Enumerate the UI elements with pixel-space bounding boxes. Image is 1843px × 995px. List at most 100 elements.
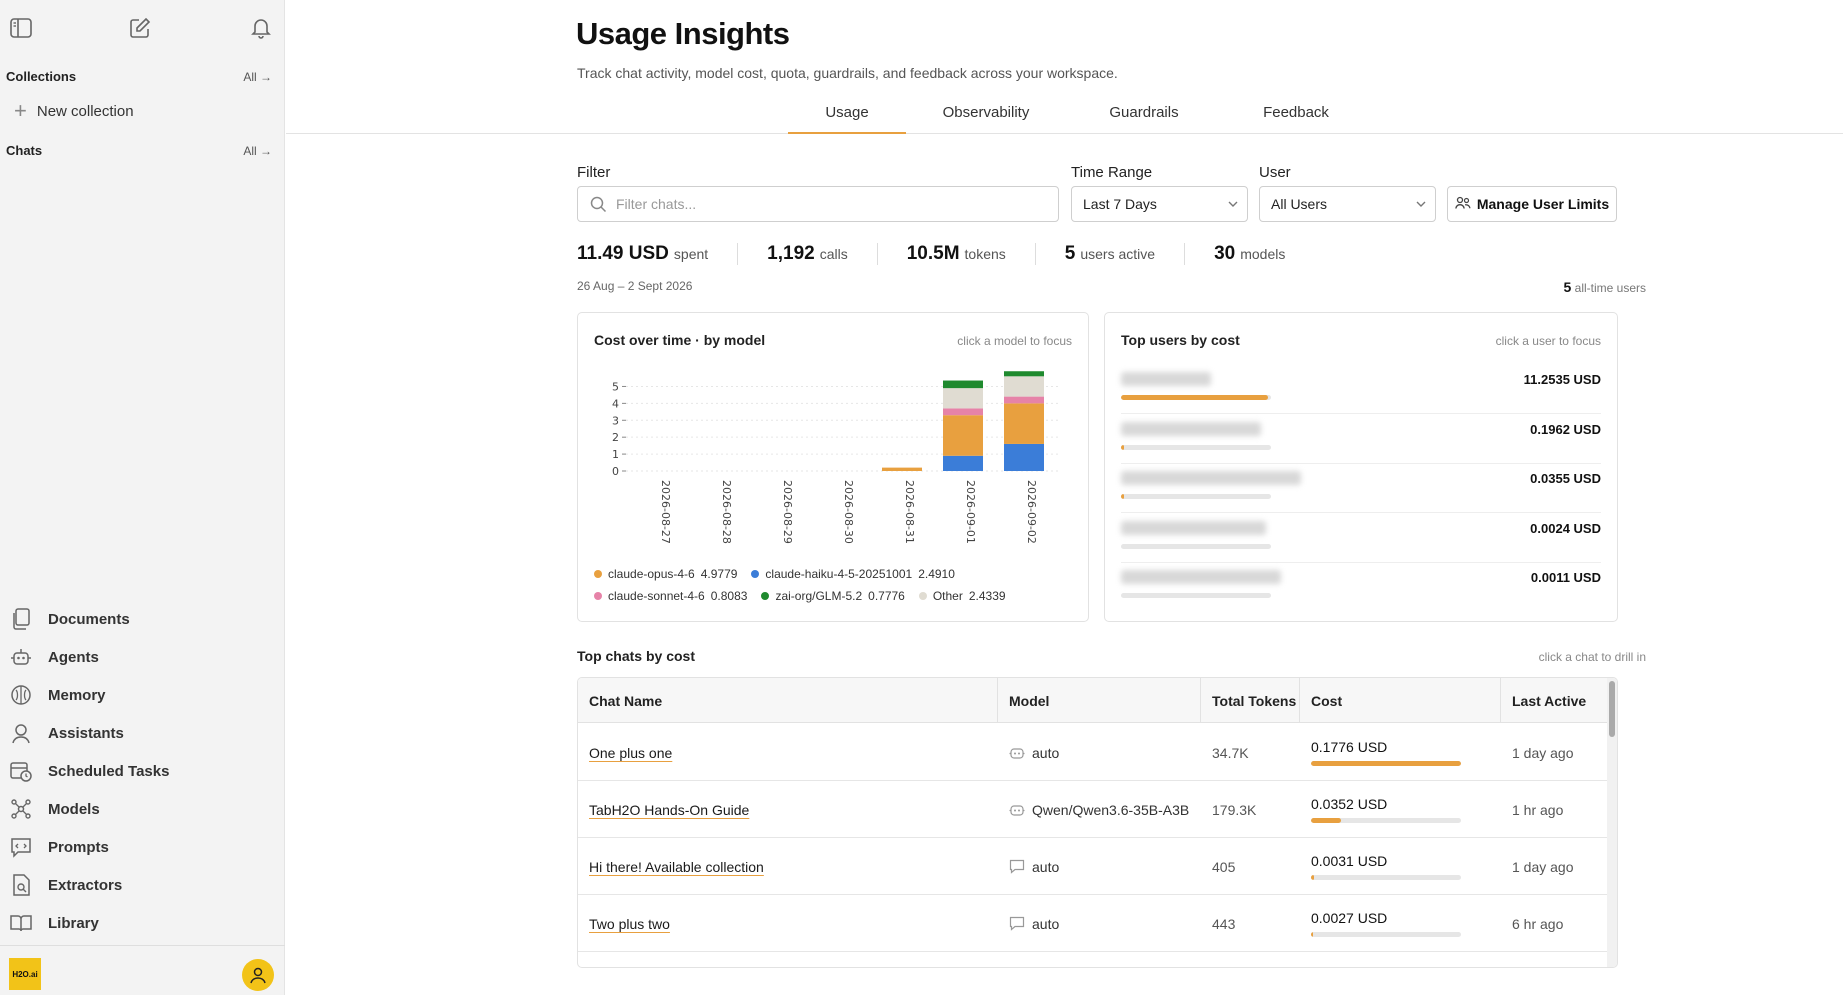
y-tick-label: 2 bbox=[612, 431, 619, 444]
new-collection-button[interactable]: + New collection bbox=[14, 100, 134, 122]
bar-segment[interactable] bbox=[1004, 396, 1044, 404]
sidebar-item-prompts[interactable]: Prompts bbox=[10, 828, 275, 866]
table-row[interactable]: Two plus two auto 443 0.0027 USD 6 hr ago bbox=[578, 895, 1608, 952]
scrollbar-thumb[interactable] bbox=[1609, 681, 1615, 737]
top-users-card: Top users by cost click a user to focus … bbox=[1104, 312, 1618, 622]
legend-label: claude-opus-4-6 bbox=[608, 567, 695, 581]
user-name-redacted bbox=[1121, 471, 1301, 485]
sidebar-item-assistants[interactable]: Assistants bbox=[10, 714, 275, 752]
sidebar-item-memory[interactable]: Memory bbox=[10, 676, 275, 714]
bar-segment[interactable] bbox=[1004, 403, 1044, 444]
collections-all-link[interactable]: All → bbox=[243, 69, 272, 84]
stat-value: 30 bbox=[1214, 243, 1236, 264]
stat-users-active: 5 users active bbox=[1036, 243, 1186, 265]
x-tick-label: 2026-08-28 bbox=[720, 480, 733, 544]
chat-name-link[interactable]: One plus one bbox=[589, 744, 673, 761]
model-cell: Qwen/Qwen3.6-35B-A3B bbox=[1009, 781, 1204, 838]
legend-item[interactable]: claude-sonnet-4-6 0.8083 bbox=[594, 589, 747, 603]
chat-name-link[interactable]: Hi there! Available collection bbox=[589, 858, 764, 875]
sidebar-item-scheduled-tasks[interactable]: Scheduled Tasks bbox=[10, 752, 275, 790]
bar-segment[interactable] bbox=[943, 455, 983, 471]
tab-guardrails[interactable]: Guardrails bbox=[1109, 104, 1179, 121]
last-active: 1 hr ago bbox=[1512, 801, 1564, 818]
legend-item[interactable]: claude-opus-4-6 4.9779 bbox=[594, 567, 737, 581]
last-active-cell: 6 hr ago bbox=[1512, 895, 1607, 952]
chat-cost-bar-fill bbox=[1311, 875, 1314, 880]
bar-segment[interactable] bbox=[943, 415, 983, 456]
user-row[interactable]: 0.0355 USD bbox=[1121, 464, 1601, 513]
manage-user-limits-button[interactable]: Manage User Limits bbox=[1447, 186, 1617, 222]
user-avatar[interactable] bbox=[242, 959, 274, 991]
all-time-users: 5 all-time users bbox=[1564, 279, 1647, 295]
model-cell: auto bbox=[1009, 724, 1204, 781]
bar-segment[interactable] bbox=[1004, 443, 1044, 471]
user-row[interactable]: 11.2535 USD bbox=[1121, 365, 1601, 414]
user-icon bbox=[250, 967, 266, 984]
chat-name-link[interactable]: Two plus two bbox=[589, 915, 670, 932]
sidebar-item-models[interactable]: Models bbox=[10, 790, 275, 828]
stat-value: 1,192 bbox=[767, 243, 815, 264]
chat-name-cell: One plus one bbox=[589, 724, 989, 781]
sidebar-item-library[interactable]: Library bbox=[10, 904, 275, 942]
chats-all-link[interactable]: All → bbox=[243, 143, 272, 158]
bar-segment[interactable] bbox=[943, 408, 983, 416]
time-range-select[interactable]: Last 7 Days bbox=[1071, 186, 1248, 222]
sidebar-item-agents[interactable]: Agents bbox=[10, 638, 275, 676]
users-settings-icon bbox=[1455, 196, 1471, 213]
col-total-tokens[interactable]: Total Tokens bbox=[1201, 678, 1300, 723]
table-scrollbar[interactable] bbox=[1607, 678, 1617, 967]
table-row[interactable]: Hi there! Available collection auto 405 0.0… bbox=[578, 838, 1608, 895]
model-name: auto bbox=[1032, 915, 1060, 932]
user-row[interactable]: 0.0011 USD bbox=[1121, 563, 1601, 612]
sidebar-toggle-icon[interactable] bbox=[7, 14, 35, 42]
col-model[interactable]: Model bbox=[998, 678, 1201, 723]
user-cost-bar bbox=[1121, 494, 1271, 499]
user-select[interactable]: All Users bbox=[1259, 186, 1436, 222]
sidebar-item-label: Scheduled Tasks bbox=[48, 762, 170, 780]
chat-name-link[interactable]: TabH2O Hands-On Guide bbox=[589, 801, 750, 818]
tab-observability[interactable]: Observability bbox=[942, 104, 1030, 121]
robot-icon bbox=[1009, 746, 1025, 760]
tab-usage[interactable]: Usage bbox=[788, 104, 906, 134]
legend-item[interactable]: Other 2.4339 bbox=[918, 589, 1006, 603]
legend-item[interactable]: zai-org/GLM-5.2 0.7776 bbox=[761, 589, 905, 603]
bell-icon[interactable] bbox=[247, 14, 275, 42]
cost-over-time-card: Cost over time · by model click a model … bbox=[577, 312, 1089, 622]
user-row[interactable]: 0.1962 USD bbox=[1121, 415, 1601, 464]
bar-segment[interactable] bbox=[882, 467, 922, 471]
bar-segment[interactable] bbox=[943, 388, 983, 409]
user-cost-bar bbox=[1121, 543, 1271, 549]
legend-item[interactable]: claude-haiku-4-5-20251001 2.4910 bbox=[751, 567, 955, 581]
cost-chart-title: Cost over time · by model bbox=[594, 332, 766, 348]
user-row[interactable]: 0.0024 USD bbox=[1121, 514, 1601, 563]
y-tick-label: 3 bbox=[612, 414, 619, 427]
table-row[interactable]: One plus one auto 34.7K 0.1776 USD 1 day ago bbox=[578, 724, 1608, 781]
y-tick-label: 1 bbox=[612, 448, 619, 461]
all-time-users-value: 5 bbox=[1563, 279, 1572, 295]
col-last-active[interactable]: Last Active bbox=[1512, 692, 1587, 709]
legend-total: 2.4339 bbox=[968, 589, 1006, 603]
col-cost[interactable]: Cost bbox=[1300, 678, 1501, 723]
manage-user-limits-label: Manage User Limits bbox=[1476, 196, 1610, 212]
chevron-down-icon bbox=[1227, 197, 1239, 213]
sidebar-item-label: Memory bbox=[48, 686, 106, 704]
chat-cost: 0.1776 USD bbox=[1311, 739, 1388, 755]
bar-segment[interactable] bbox=[1004, 376, 1044, 397]
col-chat-name[interactable]: Chat Name bbox=[578, 678, 998, 723]
sidebar-item-documents[interactable]: Documents bbox=[10, 600, 275, 638]
extractor-icon bbox=[10, 874, 32, 896]
sidebar-item-extractors[interactable]: Extractors bbox=[10, 866, 275, 904]
user-cost-bar-fill bbox=[1121, 395, 1268, 400]
new-chat-icon[interactable] bbox=[126, 14, 154, 42]
table-row[interactable]: TabH2O Hands-On Guide Qwen/Qwen3.6-35B-A3… bbox=[578, 781, 1608, 838]
bar-segment[interactable] bbox=[943, 380, 983, 389]
cost-cell: 0.0027 USD bbox=[1311, 895, 1501, 952]
last-active-cell: 1 hr ago bbox=[1512, 781, 1607, 838]
time-range-label: Time Range bbox=[1071, 164, 1153, 181]
tokens-cell: 179.3K bbox=[1212, 781, 1302, 838]
bar-segment[interactable] bbox=[1004, 371, 1044, 377]
all-time-users-label: all-time users bbox=[1574, 281, 1646, 295]
filter-input[interactable]: Filter chats... bbox=[577, 186, 1059, 222]
tab-feedback[interactable]: Feedback bbox=[1263, 104, 1329, 121]
agent-icon bbox=[10, 646, 32, 668]
